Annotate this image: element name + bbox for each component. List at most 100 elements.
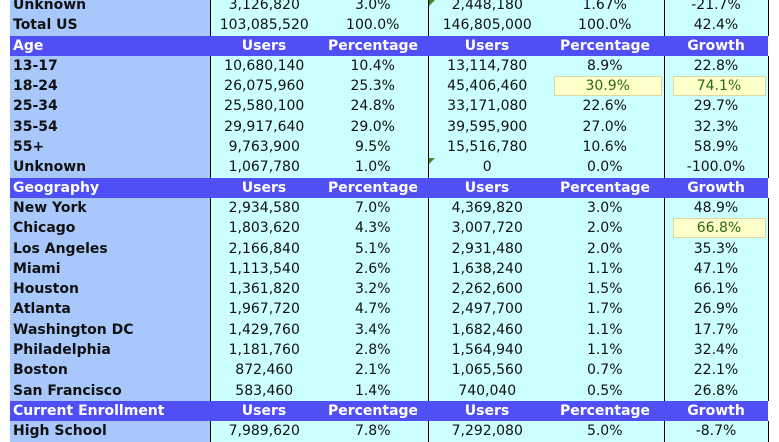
column-header-cell[interactable]: Users xyxy=(428,177,546,198)
value-cell[interactable]: 17.7% xyxy=(664,319,769,341)
row-label-cell[interactable]: Unknown xyxy=(10,157,211,178)
value-cell[interactable]: 26.9% xyxy=(664,299,769,320)
row-label-cell[interactable]: Unknown xyxy=(10,0,211,16)
value-cell[interactable]: 10.6% xyxy=(546,137,665,158)
row-label-cell[interactable]: Boston xyxy=(10,360,211,381)
value-cell[interactable]: 7,989,620 xyxy=(210,421,318,442)
value-cell[interactable]: 0.7% xyxy=(546,360,665,381)
column-header-cell[interactable]: Growth xyxy=(664,35,768,56)
value-cell[interactable]: 740,040 xyxy=(428,380,546,401)
value-cell[interactable]: 3.0% xyxy=(546,197,665,219)
row-label-cell[interactable]: Total US xyxy=(10,15,211,36)
value-cell[interactable]: 872,460 xyxy=(210,360,318,381)
value-cell[interactable]: 7,292,080 xyxy=(428,421,546,442)
value-cell[interactable]: 3,126,820 xyxy=(210,0,318,16)
value-cell[interactable]: 1.7% xyxy=(546,299,665,320)
value-cell[interactable]: -100.0% xyxy=(664,157,769,178)
value-cell[interactable]: 1.1% xyxy=(546,340,665,361)
comment-marker-icon[interactable] xyxy=(429,0,435,6)
value-cell[interactable]: 146,805,000 xyxy=(428,15,546,36)
value-cell[interactable]: 26,075,960 xyxy=(210,76,318,97)
value-cell[interactable]: 1.0% xyxy=(318,157,429,178)
row-label-cell[interactable]: 13-17 xyxy=(10,55,211,77)
value-cell[interactable]: 3,007,720 xyxy=(428,218,546,239)
row-label-cell[interactable]: New York xyxy=(10,197,211,219)
column-header-cell[interactable]: Percentage xyxy=(318,177,428,198)
value-cell[interactable]: 2,262,600 xyxy=(428,279,546,300)
value-cell[interactable]: 2.1% xyxy=(318,360,429,381)
row-label-cell[interactable]: Philadelphia xyxy=(10,340,211,361)
column-header-cell[interactable]: Users xyxy=(428,35,546,56)
column-header-cell[interactable]: Users xyxy=(210,400,318,422)
value-cell[interactable]: 583,460 xyxy=(210,380,318,401)
value-cell[interactable]: 27.0% xyxy=(546,116,665,138)
row-label-cell[interactable]: San Francisco xyxy=(10,380,211,401)
value-cell[interactable]: 2.6% xyxy=(318,258,429,280)
column-header-cell[interactable]: Percentage xyxy=(546,35,664,56)
row-label-cell[interactable]: 25-34 xyxy=(10,96,211,117)
value-cell[interactable]: 1,564,940 xyxy=(428,340,546,361)
value-cell[interactable]: 0 xyxy=(428,157,546,178)
value-cell[interactable]: 24.8% xyxy=(318,96,429,117)
row-label-cell[interactable]: Houston xyxy=(10,279,211,300)
value-cell[interactable]: 32.4% xyxy=(664,340,769,361)
value-cell[interactable]: 15,516,780 xyxy=(428,137,546,158)
column-header-cell[interactable]: Percentage xyxy=(546,400,664,422)
value-cell[interactable]: 5.1% xyxy=(318,238,429,259)
value-cell[interactable]: -21.7% xyxy=(664,0,769,16)
value-cell[interactable]: 100.0% xyxy=(318,15,429,36)
value-cell[interactable]: 1,638,240 xyxy=(428,258,546,280)
value-cell[interactable]: 2,497,700 xyxy=(428,299,546,320)
value-cell[interactable]: 103,085,520 xyxy=(210,15,318,36)
value-cell[interactable]: 39,595,900 xyxy=(428,116,546,138)
value-cell[interactable]: 2,931,480 xyxy=(428,238,546,259)
section-title-cell[interactable]: Age xyxy=(10,35,210,56)
value-cell[interactable]: 2.0% xyxy=(546,238,665,259)
value-cell[interactable]: 1.5% xyxy=(546,279,665,300)
value-cell[interactable]: 3.4% xyxy=(318,319,429,341)
value-cell[interactable]: 1,067,780 xyxy=(210,157,318,178)
value-cell[interactable]: 13,114,780 xyxy=(428,55,546,77)
value-cell[interactable]: 8.9% xyxy=(546,55,665,77)
value-cell[interactable]: 4,369,820 xyxy=(428,197,546,219)
value-cell[interactable]: 29.0% xyxy=(318,116,429,138)
value-cell[interactable]: 9,763,900 xyxy=(210,137,318,158)
value-cell[interactable]: 29,917,640 xyxy=(210,116,318,138)
column-header-cell[interactable]: Percentage xyxy=(318,400,428,422)
value-cell[interactable]: 3.0% xyxy=(318,0,429,16)
value-cell[interactable]: 32.3% xyxy=(664,116,769,138)
value-cell[interactable]: 100.0% xyxy=(546,15,665,36)
value-cell[interactable]: 74.1% xyxy=(664,76,769,97)
row-label-cell[interactable]: Miami xyxy=(10,258,211,280)
section-title-cell[interactable]: Geography xyxy=(10,177,210,198)
column-header-cell[interactable]: Growth xyxy=(664,400,768,422)
value-cell[interactable]: 1,113,540 xyxy=(210,258,318,280)
value-cell[interactable]: 1,065,560 xyxy=(428,360,546,381)
value-cell[interactable]: 58.9% xyxy=(664,137,769,158)
value-cell[interactable]: 2,934,580 xyxy=(210,197,318,219)
value-cell[interactable]: -8.7% xyxy=(664,421,769,442)
value-cell[interactable]: 42.4% xyxy=(664,15,769,36)
column-header-cell[interactable]: Percentage xyxy=(546,177,664,198)
value-cell[interactable]: 22.1% xyxy=(664,360,769,381)
value-cell[interactable]: 1,181,760 xyxy=(210,340,318,361)
value-cell[interactable]: 35.3% xyxy=(664,238,769,259)
value-cell[interactable]: 26.8% xyxy=(664,380,769,401)
value-cell[interactable]: 1,967,720 xyxy=(210,299,318,320)
column-header-cell[interactable]: Users xyxy=(210,35,318,56)
row-label-cell[interactable]: High School xyxy=(10,421,211,442)
value-cell[interactable]: 7.8% xyxy=(318,421,429,442)
column-header-cell[interactable]: Percentage xyxy=(318,35,428,56)
value-cell[interactable]: 9.5% xyxy=(318,137,429,158)
value-cell[interactable]: 66.8% xyxy=(664,218,769,239)
section-title-cell[interactable]: Current Enrollment xyxy=(10,400,210,422)
value-cell[interactable]: 2,448,180 xyxy=(428,0,546,16)
value-cell[interactable]: 4.3% xyxy=(318,218,429,239)
column-header-cell[interactable]: Users xyxy=(428,400,546,422)
value-cell[interactable]: 66.1% xyxy=(664,279,769,300)
value-cell[interactable]: 25.3% xyxy=(318,76,429,97)
value-cell[interactable]: 1,429,760 xyxy=(210,319,318,341)
value-cell[interactable]: 1,361,820 xyxy=(210,279,318,300)
row-label-cell[interactable]: 35-54 xyxy=(10,116,211,138)
value-cell[interactable]: 45,406,460 xyxy=(428,76,546,97)
